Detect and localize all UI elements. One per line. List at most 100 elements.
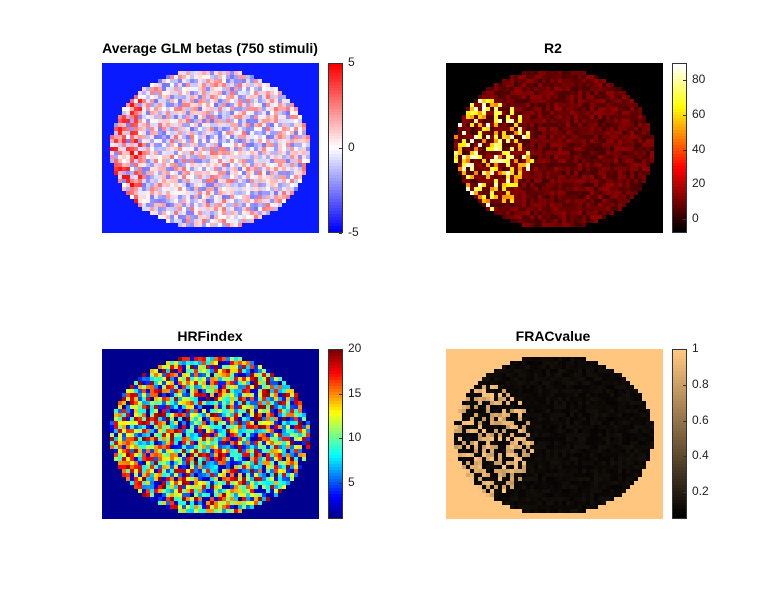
heatmap-voxel (250, 91, 254, 95)
heatmap-voxel (542, 107, 546, 111)
heatmap-voxel (246, 75, 250, 79)
heatmap-voxel (474, 127, 478, 131)
heatmap-voxel (166, 397, 170, 401)
heatmap-voxel (290, 139, 294, 143)
heatmap-voxel (194, 71, 198, 75)
heatmap-voxel (186, 429, 190, 433)
heatmap-voxel (190, 223, 194, 227)
heatmap-voxel (242, 83, 246, 87)
heatmap-voxel (234, 505, 238, 509)
heatmap-voxel (566, 211, 570, 215)
heatmap-voxel (290, 469, 294, 473)
heatmap-voxel (298, 155, 302, 159)
heatmap-voxel (490, 167, 494, 171)
heatmap-voxel (270, 127, 274, 131)
heatmap-voxel (598, 163, 602, 167)
colorbar-tick-label: 0 (348, 140, 355, 154)
heatmap-voxel (302, 453, 306, 457)
colorbar-segment (673, 85, 686, 89)
heatmap-voxel (570, 199, 574, 203)
heatmap-voxel (282, 163, 286, 167)
heatmap-voxel (214, 111, 218, 115)
heatmap-voxel (526, 127, 530, 131)
heatmap-voxel (546, 155, 550, 159)
heatmap-voxel (266, 203, 270, 207)
heatmap-voxel (150, 175, 154, 179)
heatmap-voxel (234, 469, 238, 473)
heatmap-voxel (498, 83, 502, 87)
heatmap-voxel (226, 79, 230, 83)
heatmap-voxel (278, 445, 282, 449)
heatmap-voxel (566, 103, 570, 107)
heatmap-voxel (546, 365, 550, 369)
heatmap-voxel (606, 167, 610, 171)
heatmap-voxel (178, 477, 182, 481)
heatmap-voxel (222, 103, 226, 107)
heatmap-voxel (134, 449, 138, 453)
heatmap-voxel (266, 103, 270, 107)
heatmap-voxel (254, 135, 258, 139)
heatmap-voxel (114, 429, 118, 433)
heatmap-voxel (550, 215, 554, 219)
heatmap-voxel (526, 91, 530, 95)
heatmap-voxel (198, 195, 202, 199)
heatmap-voxel (586, 183, 590, 187)
heatmap-voxel (290, 163, 294, 167)
heatmap-voxel (142, 207, 146, 211)
heatmap-voxel (530, 75, 534, 79)
heatmap-voxel (186, 87, 190, 91)
heatmap-voxel (218, 389, 222, 393)
heatmap-voxel (518, 219, 522, 223)
heatmap-voxel (602, 115, 606, 119)
heatmap-voxel (130, 127, 134, 131)
heatmap-voxel (126, 417, 130, 421)
heatmap-voxel (202, 357, 206, 361)
heatmap-voxel (114, 453, 118, 457)
heatmap-voxel (270, 473, 274, 477)
heatmap-voxel (482, 103, 486, 107)
heatmap-voxel (246, 385, 250, 389)
heatmap-voxel (194, 477, 198, 481)
heatmap-voxel (270, 91, 274, 95)
heatmap-voxel (254, 175, 258, 179)
heatmap-voxel (538, 115, 542, 119)
heatmap-voxel (254, 429, 258, 433)
heatmap-voxel (282, 123, 286, 127)
heatmap-voxel (258, 433, 262, 437)
heatmap-voxel (642, 115, 646, 119)
heatmap-voxel (270, 207, 274, 211)
heatmap-voxel (266, 433, 270, 437)
heatmap-voxel (182, 139, 186, 143)
heatmap-voxel (278, 453, 282, 457)
heatmap-voxel (202, 397, 206, 401)
heatmap-voxel (542, 103, 546, 107)
heatmap-voxel (154, 461, 158, 465)
heatmap-voxel (194, 175, 198, 179)
heatmap-voxel (222, 461, 226, 465)
heatmap-voxel (474, 191, 478, 195)
heatmap-voxel (494, 183, 498, 187)
heatmap-voxel (170, 401, 174, 405)
heatmap-voxel (166, 183, 170, 187)
heatmap-voxel (586, 199, 590, 203)
colorbar-segment (329, 85, 342, 89)
heatmap-voxel (174, 219, 178, 223)
heatmap-voxel (234, 465, 238, 469)
heatmap-voxel (206, 75, 210, 79)
heatmap-voxel (614, 155, 618, 159)
heatmap-voxel (194, 409, 198, 413)
heatmap-voxel (130, 441, 134, 445)
heatmap-voxel (166, 147, 170, 151)
heatmap-voxel (150, 497, 154, 501)
heatmap-voxel (242, 175, 246, 179)
heatmap-voxel (186, 147, 190, 151)
heatmap-voxel (122, 183, 126, 187)
heatmap-voxel (282, 155, 286, 159)
heatmap-voxel (238, 203, 242, 207)
heatmap-voxel (142, 131, 146, 135)
heatmap-voxel (218, 199, 222, 203)
heatmap-voxel (210, 381, 214, 385)
heatmap-voxel (134, 103, 138, 107)
heatmap-voxel (302, 171, 306, 175)
heatmap-voxel (210, 493, 214, 497)
